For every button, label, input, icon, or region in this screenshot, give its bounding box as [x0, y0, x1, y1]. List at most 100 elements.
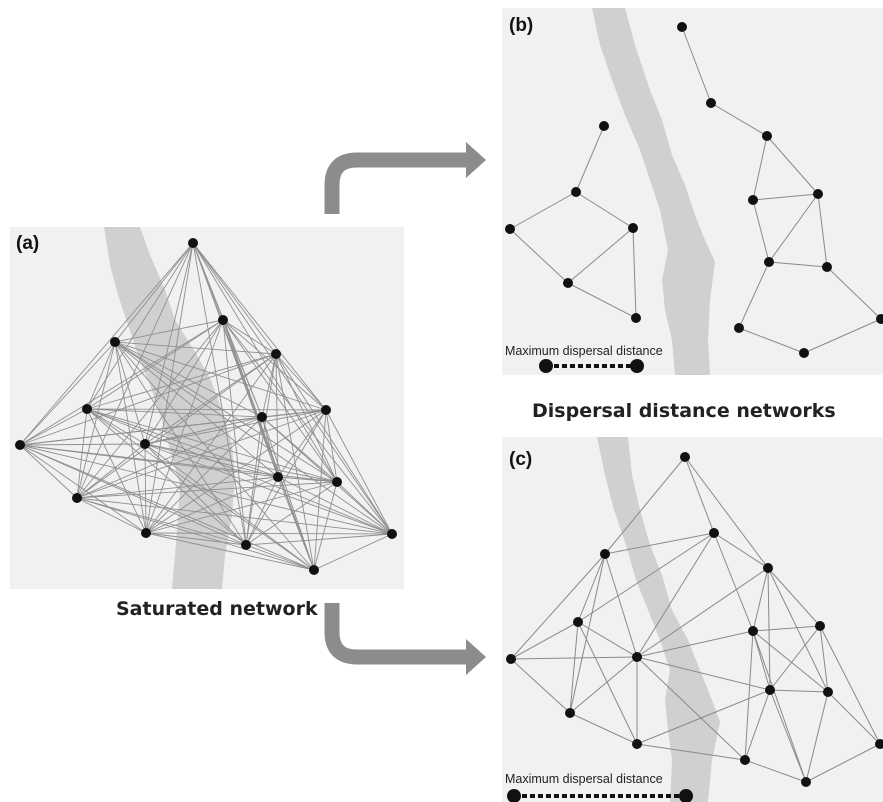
saturated-edge [114, 341, 338, 483]
saturated-edge [86, 341, 116, 410]
dispersal-c-edge [752, 625, 821, 632]
saturated-edge [144, 353, 277, 445]
saturated-edge [114, 319, 224, 343]
saturated-edge [86, 319, 224, 410]
dispersal-c-edge [752, 630, 807, 783]
saturated-edge [114, 341, 147, 534]
saturated-edge [114, 341, 277, 355]
saturated-edge [114, 242, 194, 343]
dispersal-b-edge [681, 26, 712, 104]
dispersal-b-node [628, 223, 638, 233]
dispersal-b-node [631, 313, 641, 323]
arrow-to-b [324, 142, 486, 214]
dispersal-b-node [822, 262, 832, 272]
saturated-edge [145, 481, 338, 534]
dispersal-b-edge [803, 318, 882, 354]
dispersal-c-edge [744, 759, 807, 783]
dispersal-c-edge [767, 567, 821, 627]
saturated-node [321, 405, 331, 415]
saturated-edge [245, 353, 277, 546]
saturated-edge [19, 444, 338, 483]
saturated-edge [114, 341, 327, 411]
river-c [597, 437, 720, 802]
dispersal-b-edge [509, 191, 577, 230]
saturated-edge [86, 408, 147, 534]
dispersal-b-edge [768, 261, 828, 268]
dispersal-c-edge [569, 712, 638, 745]
scale-bar-c [507, 789, 693, 802]
saturated-edge [222, 319, 393, 535]
dispersal-c-edge [510, 656, 638, 660]
dispersal-c-edge [636, 656, 771, 691]
dispersal-b-node [505, 224, 515, 234]
dispersal-c-edge [577, 553, 606, 623]
dispersal-b-node [764, 257, 774, 267]
dispersal-c-edge [805, 743, 881, 783]
saturated-edge [76, 497, 147, 534]
dispersal-b-node [734, 323, 744, 333]
dispersal-b-node [799, 348, 809, 358]
dispersal-c-edge [819, 625, 829, 693]
saturated-edge [19, 444, 393, 535]
panel-c-label: (c) [509, 449, 532, 470]
saturated-edge [277, 476, 315, 571]
dispersal-networks-caption: Dispersal distance networks [532, 400, 836, 422]
dispersal-c-node [632, 739, 642, 749]
saturated-edge [19, 444, 315, 571]
saturated-edge [144, 443, 315, 571]
saturated-edge [222, 319, 277, 355]
saturated-edge [145, 532, 315, 571]
dispersal-c-node [506, 654, 516, 664]
dispersal-b-node [762, 131, 772, 141]
dispersal-c-node [815, 621, 825, 631]
saturated-edge [76, 497, 247, 546]
saturated-node [15, 440, 25, 450]
dispersal-c-edge [636, 567, 769, 658]
dispersal-b-node [571, 187, 581, 197]
saturated-edge [145, 353, 277, 534]
saturated-edge [19, 408, 88, 446]
dispersal-c-edge [805, 691, 829, 783]
saturated-edge [76, 497, 393, 535]
saturated-edge [144, 242, 194, 445]
dispersal-c-edge [752, 630, 771, 691]
saturated-edge [86, 408, 338, 483]
dispersal-c-edge [769, 625, 821, 691]
saturated-edge [144, 319, 224, 445]
saturated-edge [145, 532, 247, 546]
saturated-edge [114, 341, 315, 571]
dispersal-b-edge [575, 191, 634, 229]
dispersal-b-edge [509, 228, 569, 284]
saturated-edge [277, 476, 338, 483]
dispersal-c-node [801, 777, 811, 787]
dispersal-c-edge [752, 630, 829, 693]
dispersal-c-edge [510, 658, 571, 714]
river-b [592, 8, 715, 375]
dispersal-c-edge [769, 689, 829, 693]
dispersal-b-edge [738, 327, 805, 354]
dispersal-c-edge [577, 621, 638, 658]
saturated-edge [275, 353, 327, 411]
dispersal-c-edge [744, 630, 754, 761]
saturated-node [188, 238, 198, 248]
saturated-edge [145, 242, 194, 534]
saturated-edge [261, 416, 315, 571]
saturated-node [332, 477, 342, 487]
dispersal-c-edge [569, 553, 606, 714]
saturated-edge [277, 409, 327, 478]
dispersal-b-node [813, 189, 823, 199]
dispersal-c-edge [713, 532, 754, 632]
scale-bar-b [539, 359, 644, 373]
dispersal-c-node [709, 528, 719, 538]
dispersal-c-node [765, 685, 775, 695]
dispersal-c-edge [636, 532, 715, 658]
dispersal-c-edge [636, 630, 754, 658]
dispersal-c-edge [767, 567, 829, 693]
saturated-edge [76, 409, 327, 499]
panel-a-saturated-network: (a) [10, 227, 404, 589]
saturated-edge [261, 416, 393, 535]
saturated-node [257, 412, 267, 422]
dispersal-c-edge [684, 456, 769, 569]
saturated-edge [19, 242, 194, 446]
dispersal-b-node [706, 98, 716, 108]
